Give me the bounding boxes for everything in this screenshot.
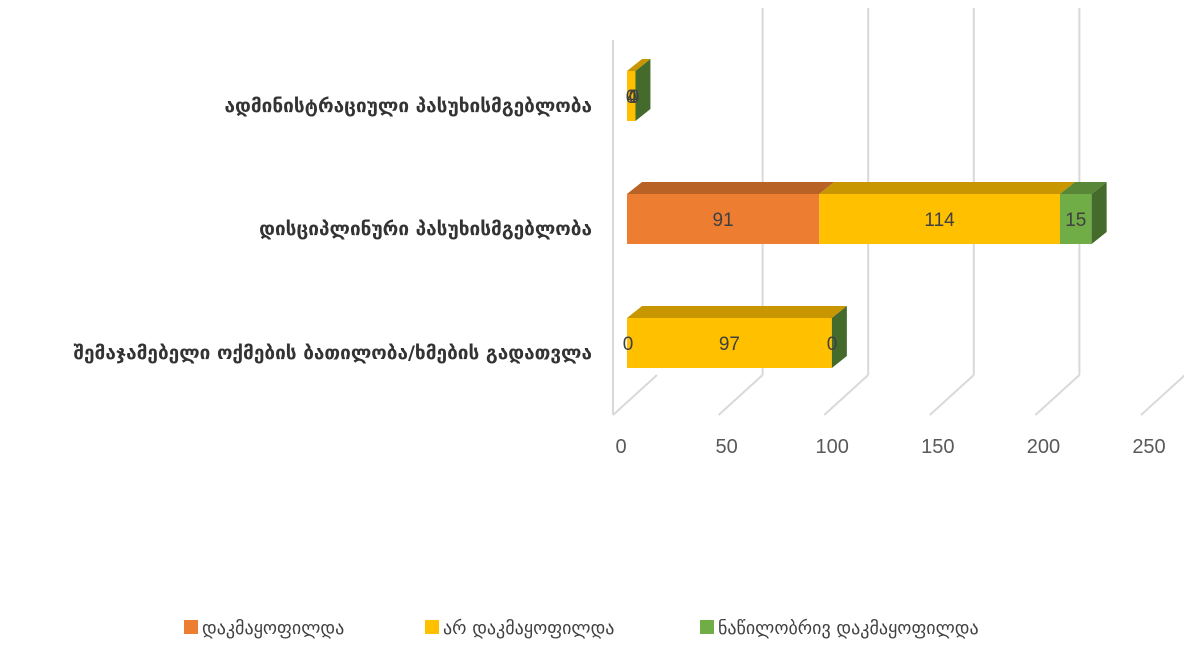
bar-top-face xyxy=(627,182,835,194)
bar-top-face xyxy=(1059,182,1107,194)
category-label: შემაჯამებელი ოქმების ბათილობა/ხმების გად… xyxy=(73,342,592,364)
bar-segment-2-3 xyxy=(627,318,832,368)
category-label: ადმინისტრაციული პასუხისმგებლობა xyxy=(225,95,593,117)
legend-label: დაკმაყოფილდა xyxy=(202,618,344,639)
data-label: 0 xyxy=(629,87,640,108)
gridline-floor xyxy=(717,374,764,416)
gridline-floor xyxy=(612,374,658,416)
bar-top-face xyxy=(819,182,1075,194)
gridline-floor xyxy=(1140,374,1184,416)
bar-top-face xyxy=(627,59,651,71)
bar-side-face xyxy=(831,306,847,368)
legend-label: არ დაკმაყოფილდა xyxy=(443,618,614,639)
gridline-floor xyxy=(823,374,869,416)
category-label: დისციპლინური პასუხისმგებლობა xyxy=(259,218,592,240)
gridline-floor xyxy=(929,374,975,416)
legend-swatch xyxy=(184,620,198,634)
x-tick-label: 0 xyxy=(615,436,626,458)
data-label: 15 xyxy=(1065,210,1086,231)
x-axis-tick-labels: 0 50 100 150 200 250 xyxy=(615,436,1165,458)
x-tick-label: 50 xyxy=(715,436,737,458)
data-label: 0 xyxy=(827,334,838,355)
bar-side-face xyxy=(1091,182,1107,244)
legend-label: ნაწილობრივ დაკმაყოფილდა xyxy=(718,618,979,639)
legend-swatch xyxy=(425,620,439,634)
legend-swatch xyxy=(700,620,714,634)
bar-side-face xyxy=(635,59,651,121)
bar-segment-3-2 xyxy=(1059,194,1092,244)
bar-top-face xyxy=(627,306,847,318)
data-label: 114 xyxy=(924,210,955,231)
category-labels: ადმინისტრაციული პასუხისმგებლობა დისციპლინ… xyxy=(73,95,592,364)
x-tick-label: 250 xyxy=(1132,436,1165,458)
bar-segment-2-1 xyxy=(627,71,636,121)
data-label: 91 xyxy=(713,210,734,231)
bar-segment-1-2 xyxy=(627,194,820,244)
data-label: 97 xyxy=(719,334,740,355)
x-tick-label: 200 xyxy=(1027,436,1060,458)
data-label: 0 xyxy=(626,87,637,108)
x-tick-label: 100 xyxy=(816,436,849,458)
data-label: 4 xyxy=(627,87,638,108)
data-label: 0 xyxy=(623,334,634,355)
legend: დაკმაყოფილდა არ დაკმაყოფილდა ნაწილობრივ და… xyxy=(184,618,979,639)
x-tick-label: 150 xyxy=(921,436,954,458)
gridline-floor xyxy=(1034,374,1081,416)
bar-segment-2-2 xyxy=(819,194,1060,244)
